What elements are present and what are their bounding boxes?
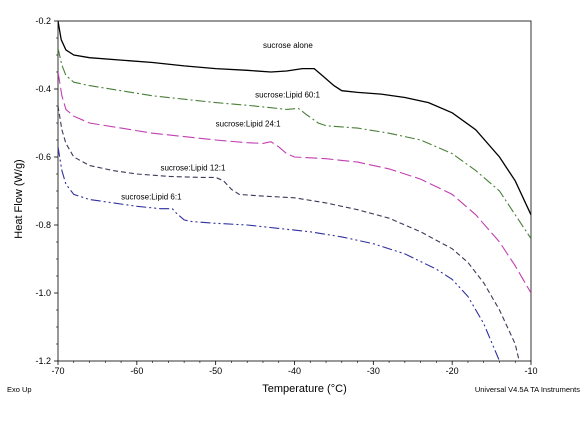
series-line-2 <box>58 71 531 294</box>
plot-area <box>57 20 532 362</box>
series-line-0 <box>58 21 531 216</box>
x-tick-label: -10 <box>524 366 537 376</box>
x-tick-label: -60 <box>130 366 143 376</box>
x-tick-label: -70 <box>51 366 64 376</box>
series-label-1: sucrose:Lipid 60:1 <box>255 91 320 100</box>
series-lines <box>58 21 531 361</box>
x-tick-label: -20 <box>446 366 459 376</box>
y-tick-label: -0.4 <box>35 84 51 94</box>
y-tick-label: -0.8 <box>35 220 51 230</box>
x-axis: -70 -60 -50 -40 -30 -20 -10 <box>51 361 538 376</box>
x-tick-label: -30 <box>367 366 380 376</box>
x-tick-label: -40 <box>288 366 301 376</box>
plot-frame <box>57 20 532 362</box>
series-label-4: sucrose:Lipid 6:1 <box>121 193 182 202</box>
series-line-4 <box>58 146 501 361</box>
x-axis-title: Temperature (°C) <box>262 383 346 395</box>
series-line-3 <box>58 105 520 361</box>
series-label-0: sucrose alone <box>263 41 313 50</box>
series-line-1 <box>58 48 531 239</box>
y-tick-label: -0.2 <box>35 16 51 26</box>
y-axis-title: Heat Flow (W/g) <box>13 159 25 238</box>
footer-instrument: Universal V4.5A TA Instruments <box>475 385 580 394</box>
series-labels: sucrose alone sucrose:Lipid 60:1 sucrose:L… <box>121 41 320 201</box>
y-tick-label: -1.2 <box>35 356 51 366</box>
x-tick-label: -50 <box>209 366 222 376</box>
footer-exo-up: Exo Up <box>7 385 32 394</box>
y-axis: -0.2 -0.4 -0.6 -0.8 -1.0 -1.2 <box>35 16 58 366</box>
series-label-3: sucrose:Lipid 12:1 <box>160 164 225 173</box>
series-label-2: sucrose:Lipid 24:1 <box>216 119 281 128</box>
y-tick-label: -0.6 <box>35 152 51 162</box>
y-tick-label: -1.0 <box>35 288 51 298</box>
